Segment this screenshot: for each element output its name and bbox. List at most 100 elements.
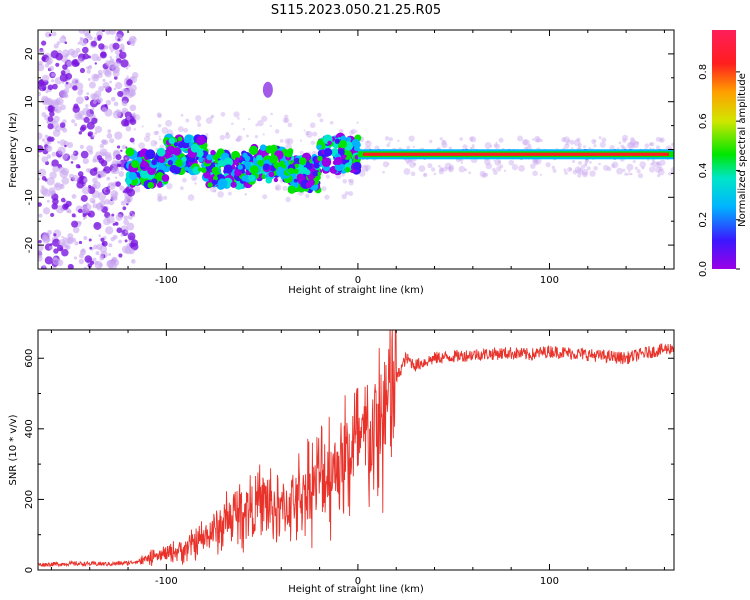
- scatter-blob: [504, 170, 506, 172]
- noise-blob: [79, 241, 82, 244]
- noise-blob: [41, 40, 46, 45]
- noise-blob: [115, 82, 122, 89]
- scatter-blob: [350, 179, 354, 183]
- noise-blob: [48, 85, 54, 91]
- scatter-blob: [134, 186, 140, 192]
- noise-blob: [93, 258, 96, 261]
- noise-blob: [42, 138, 46, 142]
- noise-blob: [74, 256, 77, 259]
- scatter-blob: [409, 161, 415, 167]
- scatter-blob: [233, 111, 239, 117]
- scatter-blob: [245, 193, 248, 196]
- scatter-blob: [248, 118, 250, 120]
- scatter-blob: [619, 142, 622, 145]
- scatter-blob: [165, 120, 172, 127]
- carrier-blob: [333, 160, 338, 165]
- carrier-blob: [174, 142, 179, 147]
- noise-blob: [96, 244, 102, 250]
- scatter-blob: [540, 139, 543, 142]
- scatter-blob: [193, 178, 195, 180]
- scatter-blob: [464, 168, 467, 171]
- scatter-blob: [593, 166, 598, 171]
- scatter-blob: [622, 135, 628, 141]
- noise-blob: [96, 203, 104, 211]
- noise-blob: [88, 133, 92, 137]
- carrier-blob: [162, 174, 170, 182]
- noise-blob: [80, 145, 84, 149]
- scatter-blob: [495, 144, 500, 149]
- scatter-blob: [589, 170, 595, 176]
- carrier-blob: [352, 139, 360, 147]
- scatter-blob: [144, 136, 150, 142]
- noise-blob: [109, 56, 112, 59]
- scatter-blob: [194, 182, 197, 185]
- noise-blob: [79, 28, 85, 34]
- scatter-blob: [348, 191, 353, 196]
- scatter-blob: [438, 165, 441, 168]
- noise-blob: [106, 177, 110, 181]
- carrier-blob: [327, 141, 331, 145]
- scatter-blob: [255, 135, 258, 138]
- noise-blob: [55, 53, 63, 61]
- colorbar-tick-label: 0.4: [698, 162, 709, 178]
- noise-blob: [83, 53, 89, 59]
- scatter-blob: [522, 139, 528, 145]
- noise-blob: [51, 152, 56, 157]
- noise-blob: [71, 161, 74, 164]
- scatter-blob: [641, 167, 644, 170]
- carrier-blob: [269, 155, 278, 164]
- noise-blob: [101, 151, 106, 156]
- noise-blob: [114, 102, 119, 107]
- carrier-blob: [317, 172, 321, 176]
- scatter-blob: [276, 186, 279, 189]
- noise-blob: [79, 259, 84, 264]
- colorbar-tick-label: 0.2: [698, 212, 709, 228]
- scatter-blob: [195, 115, 201, 121]
- scatter-blob: [326, 175, 330, 179]
- noise-blob: [38, 61, 43, 66]
- carrier-blob: [250, 165, 259, 174]
- noise-blob: [74, 112, 82, 120]
- noise-blob: [123, 219, 129, 225]
- scatter-blob: [517, 136, 523, 142]
- noise-blob: [62, 204, 68, 210]
- scatter-blob: [603, 165, 609, 171]
- scatter-blob: [243, 128, 245, 130]
- colorbar-label: Normalized spectral amplitude: [737, 73, 748, 227]
- carrier-blob: [231, 182, 237, 188]
- noise-blob: [114, 88, 117, 91]
- carrier-blob: [249, 146, 258, 155]
- noise-blob: [120, 234, 123, 237]
- noise-blob: [38, 169, 46, 177]
- scatter-blob: [283, 118, 288, 123]
- noise-blob: [42, 235, 49, 242]
- noise-blob: [120, 150, 122, 152]
- noise-blob: [73, 104, 78, 109]
- scatter-blob: [578, 146, 581, 149]
- carrier-blob: [166, 146, 175, 155]
- noise-blob: [85, 104, 88, 107]
- scatter-blob: [385, 136, 390, 141]
- noise-blob: [130, 138, 135, 143]
- scatter-blob: [157, 197, 162, 202]
- y-tick-label: 200: [24, 490, 35, 509]
- scatter-blob: [448, 167, 450, 169]
- carrier-blob: [248, 175, 255, 182]
- noise-blob: [103, 140, 108, 145]
- noise-blob: [131, 239, 138, 246]
- noise-blob: [36, 145, 44, 153]
- noise-blob: [55, 97, 63, 105]
- noise-blob: [72, 194, 77, 199]
- noise-blob: [117, 91, 123, 97]
- carrier-blob: [288, 168, 294, 174]
- noise-blob: [84, 117, 90, 123]
- spectrogram-ylabel: Frequency (Hz): [8, 112, 19, 188]
- scatter-blob: [161, 127, 168, 134]
- noise-blob: [47, 60, 52, 65]
- scatter-blob: [493, 170, 498, 175]
- noise-blob: [105, 60, 110, 65]
- noise-blob: [129, 248, 135, 254]
- scatter-blob: [188, 194, 195, 201]
- noise-blob: [89, 150, 94, 155]
- noise-blob: [57, 141, 60, 144]
